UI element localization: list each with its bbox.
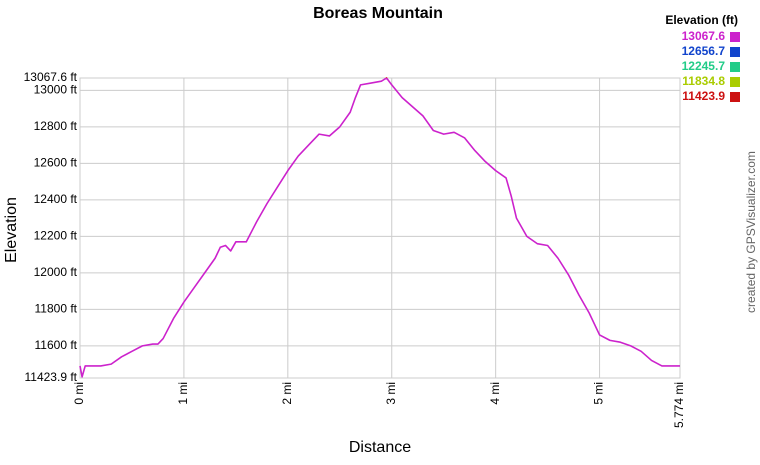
- x-tick-label: 5.774 mi: [672, 382, 686, 428]
- x-tick-label: 1 mi: [176, 382, 190, 405]
- y-tick-label: 12000 ft: [34, 265, 78, 279]
- y-tick-label: 12600 ft: [34, 156, 78, 170]
- legend-swatch: [730, 32, 740, 42]
- y-tick-label: 13000 ft: [34, 83, 78, 97]
- legend-label: 11423.9: [682, 89, 725, 103]
- legend-label: 13067.6: [682, 29, 726, 43]
- x-tick-label: 3 mi: [384, 382, 398, 405]
- y-tick-label: 11423.9 ft: [25, 370, 78, 384]
- y-tick-label: 13067.6 ft: [24, 70, 78, 84]
- legend-swatch: [730, 62, 740, 72]
- x-tick-label: 4 mi: [488, 382, 502, 405]
- legend-label: 12245.7: [682, 59, 726, 73]
- x-tick-label: 0 mi: [72, 382, 86, 405]
- y-tick-label: 11800 ft: [35, 302, 78, 316]
- x-axis-label: Distance: [349, 439, 411, 456]
- legend-swatch: [730, 47, 740, 57]
- legend-label: 11834.8: [682, 74, 725, 88]
- credit: created by GPSVisualizer.com: [744, 151, 758, 313]
- legend-title: Elevation (ft): [665, 13, 738, 27]
- y-axis-label: Elevation: [3, 197, 20, 263]
- x-tick-label: 2 mi: [280, 382, 294, 405]
- y-tick-label: 12400 ft: [34, 192, 78, 206]
- elevation-line: [79, 77, 680, 378]
- y-tick-label: 12200 ft: [34, 229, 78, 243]
- legend-swatch: [730, 77, 740, 87]
- legend-swatch: [730, 92, 740, 102]
- x-tick-label: 5 mi: [592, 382, 606, 405]
- legend-label: 12656.7: [682, 44, 726, 58]
- y-tick-label: 12800 ft: [34, 119, 78, 133]
- y-tick-label: 11600 ft: [35, 338, 78, 352]
- chart-title: Boreas Mountain: [313, 5, 443, 22]
- plot-area: [79, 77, 681, 379]
